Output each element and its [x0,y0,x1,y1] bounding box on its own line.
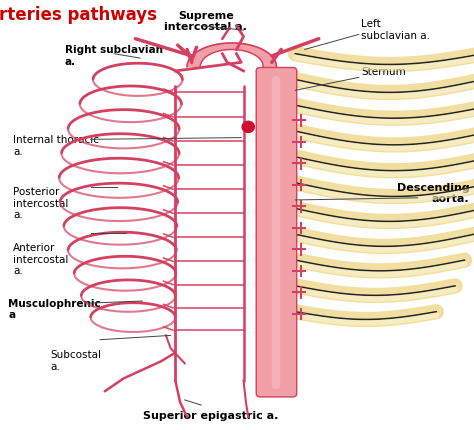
Text: Internal thoracic
a.: Internal thoracic a. [13,135,99,157]
Text: Sternum: Sternum [361,67,406,77]
Text: Subcostal
a.: Subcostal a. [51,350,102,372]
Text: Supreme
intercostal a.: Supreme intercostal a. [164,11,247,32]
FancyBboxPatch shape [256,68,297,397]
Text: Descending
aorta.: Descending aorta. [397,183,469,204]
Text: Superior epigastric a.: Superior epigastric a. [143,411,278,421]
Text: Left
subclavian a.: Left subclavian a. [361,19,430,41]
Text: Right subclavian
a.: Right subclavian a. [65,45,163,67]
Text: Posterior
intercostal
a.: Posterior intercostal a. [13,187,68,220]
Polygon shape [187,43,276,67]
Text: rteries pathways: rteries pathways [0,6,157,25]
Circle shape [242,121,255,132]
Text: Musculophrenic
a: Musculophrenic a [9,299,101,320]
Text: Anterior
intercostal
a.: Anterior intercostal a. [13,243,68,276]
